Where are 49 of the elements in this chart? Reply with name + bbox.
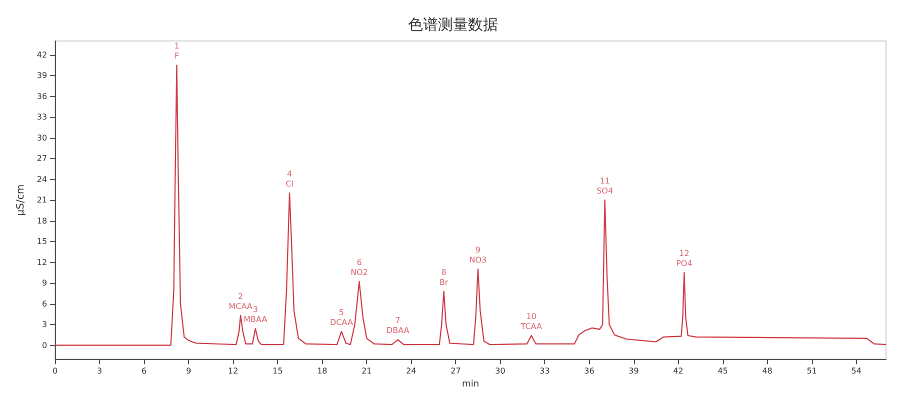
annotation: 9 NO3 (469, 246, 487, 265)
annotation: 11 SO4 (596, 176, 614, 196)
annotation: 6 NO2 (350, 258, 368, 278)
annotation: 12 PO4 (676, 249, 692, 268)
x-tick-label: 45 (718, 366, 728, 376)
y-tick-label: 21 (36, 196, 48, 205)
y-tick-label: 6 (42, 299, 48, 308)
x-tick-label: 9 (186, 366, 192, 376)
y-tick-label: 3 (42, 320, 48, 330)
x-tick-label: 51 (806, 366, 817, 376)
y-tick-label: 9 (42, 278, 48, 288)
line-series (54, 64, 887, 346)
x-tick-label: 36 (584, 366, 594, 376)
x-tick-label: 30 (495, 366, 506, 376)
y-tick-label: 27 (36, 154, 48, 164)
annotation: 4 Cl (286, 170, 294, 189)
y-tick-label: 12 (36, 258, 48, 267)
x-tick-label: 24 (406, 366, 416, 376)
x-tick-label: 3 (97, 366, 102, 376)
chart-title: 色谱测量数据 (408, 16, 498, 34)
y-tick-label: 42 (36, 50, 48, 60)
x-tick-label: 21 (362, 366, 372, 376)
y-tick-label: 30 (36, 133, 48, 142)
x-tick-label: 39 (628, 366, 639, 376)
y-tick-label: 18 (36, 216, 48, 226)
y-tick-label: 0 (42, 340, 48, 350)
x-tick-label: 15 (272, 366, 283, 376)
y-axis-title: µS/cm (16, 184, 26, 216)
y-tick-label: 36 (36, 92, 48, 101)
y-tick-label: 15 (36, 237, 48, 246)
annotation: 10 TCAA (520, 312, 542, 332)
x-tick-label: 6 (142, 366, 147, 376)
x-tick-label: 18 (317, 366, 328, 376)
x-tick-label: 12 (228, 366, 238, 376)
annotation: 2 MCAA (228, 292, 253, 312)
y-tick-label: 39 (36, 71, 48, 80)
annotation: 5 DCAA (330, 308, 354, 327)
x-tick-label: 42 (673, 366, 684, 376)
y-tick-label: 24 (36, 174, 48, 184)
y-tick-label: 33 (36, 112, 48, 122)
x-tick-label: 48 (762, 366, 772, 376)
x-axis-title: min (462, 380, 480, 390)
x-tick-label: 54 (851, 366, 862, 376)
annotation: 7 DBAA (386, 316, 410, 336)
x-tick-label: 0 (52, 366, 58, 376)
x-tick-label: 33 (540, 366, 550, 376)
annotation: 1 F (174, 42, 180, 61)
annotation: 8 Br (439, 268, 449, 287)
x-tick-label: 27 (450, 366, 461, 376)
